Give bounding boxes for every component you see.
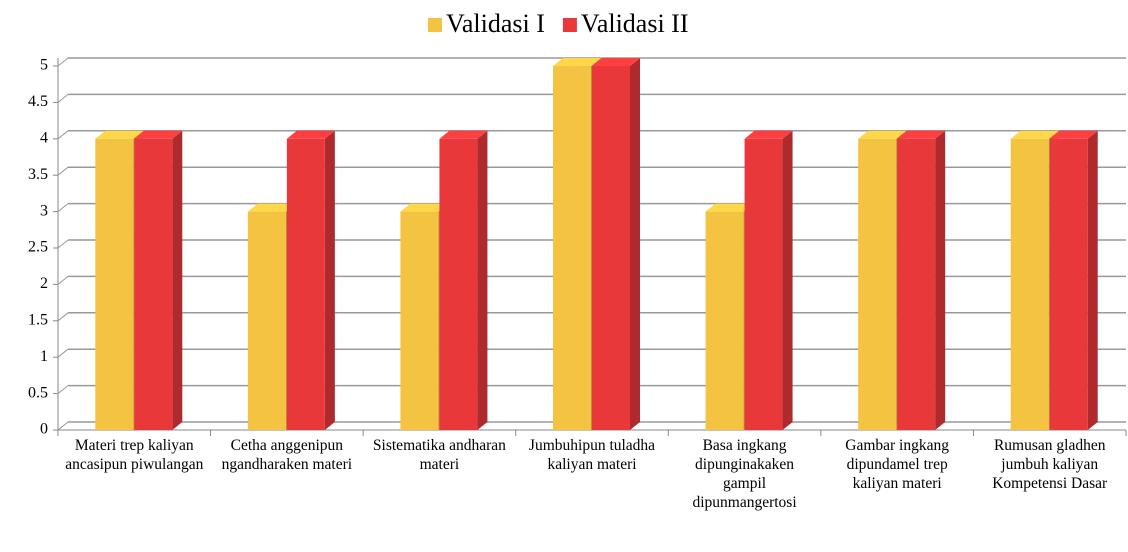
bar-top [439,130,488,139]
bar-side [1087,130,1098,431]
bar-top [400,203,449,212]
bar-top [858,130,907,139]
bar-top [744,130,793,139]
grid-line [57,130,69,140]
legend-swatch [428,18,442,32]
bar [897,138,936,431]
bar [705,211,744,430]
grid-line [57,94,69,103]
legend-swatch [562,18,577,32]
y-tick-label: 4 [40,129,48,146]
bar-side [172,130,183,431]
grid-line [57,385,69,394]
bar-side [782,130,793,431]
bar-top [95,130,144,139]
x-tick-label: Basa ingkang dipunginakaken gampil dipun… [692,437,797,511]
y-tick-label: 3.5 [28,166,48,183]
bar [400,211,439,430]
y-tick-label: 0.5 [28,384,48,401]
grid-line [57,203,69,212]
bar [592,66,630,430]
bar [247,211,286,430]
bar-side [935,130,946,431]
bar-top [705,203,754,212]
x-tick-label: Sistematika andharan materi [372,437,506,473]
bar [553,66,591,430]
x-tick-label: Gambar ingkang dipundamel trep kaliyan m… [845,437,949,492]
grid-line [57,57,69,67]
bar [1010,138,1049,431]
grid-line [57,276,69,285]
x-tick-label: Cetha anggenipun ngandharaken materi [221,437,353,473]
bar-side [630,58,640,430]
grid-line [57,421,69,431]
x-tick-label: Rumusan gladhen jumbuh kaliyan Kompetens… [992,437,1108,492]
x-tick-label: Jumbuhipun tuladha kaliyan materi [528,437,656,473]
y-tick-label: 1.5 [28,311,48,328]
x-tick-label: Materi trep kaliyan ancasipun piwulangan [65,437,204,473]
grid-line [57,239,69,249]
bar-top [134,130,183,139]
bar-side [324,130,335,431]
y-tick-label: 3 [40,202,48,219]
grid-line [57,312,69,322]
bar [1049,138,1088,431]
y-tick-label: 4.5 [28,93,48,110]
bar [134,138,173,431]
bar-top [553,58,601,66]
y-tick-label: 2.5 [28,239,48,256]
bar [286,138,325,431]
bar-top [286,130,335,139]
bar [858,138,897,431]
legend-label: Validasi I [446,9,545,38]
y-tick-label: 1 [40,348,48,365]
bar-top [592,58,640,66]
bar-top [1010,130,1059,139]
legend-label: Validasi II [581,9,689,38]
bar [439,138,478,431]
bar [95,138,134,431]
grid-line [57,348,69,358]
bar [744,138,783,431]
y-tick-label: 0 [40,421,48,438]
bar-top [247,203,296,212]
y-tick-label: 2 [40,275,48,292]
bar-top [1049,130,1098,139]
grid-line [57,166,69,176]
bar-top [897,130,946,139]
y-tick-label: 5 [40,57,48,74]
bar-side [477,130,488,431]
